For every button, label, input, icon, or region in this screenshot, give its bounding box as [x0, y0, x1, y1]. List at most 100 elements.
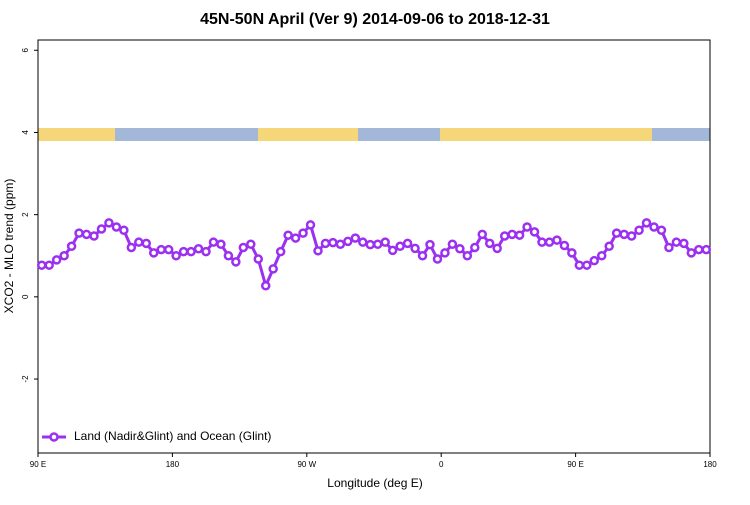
point	[492, 243, 502, 254]
point	[529, 227, 540, 237]
point	[507, 229, 517, 240]
point	[582, 260, 592, 270]
y-tick-label: -2	[21, 375, 30, 383]
ocean	[652, 128, 710, 141]
x-tick-label: 90 W	[297, 460, 316, 469]
map-strip	[38, 128, 710, 141]
point	[380, 237, 390, 247]
point	[141, 238, 152, 249]
point	[410, 243, 420, 254]
point	[604, 241, 614, 252]
chart-title: 45N-50N April (Ver 9) 2014-09-06 to 2018…	[200, 11, 550, 28]
y-tick-label: 6	[21, 48, 30, 53]
point	[335, 239, 346, 249]
point	[350, 233, 361, 243]
point	[619, 229, 629, 240]
point	[201, 246, 211, 257]
point	[268, 264, 278, 274]
point	[119, 225, 129, 236]
point	[365, 239, 376, 250]
x-tick-label: 90 E	[567, 460, 583, 469]
point	[59, 250, 69, 261]
point	[626, 231, 637, 241]
point	[432, 254, 443, 264]
point	[253, 254, 264, 264]
y-tick-label: 0	[21, 294, 30, 299]
point	[470, 242, 480, 253]
point	[574, 260, 585, 270]
point	[596, 250, 607, 261]
legend-marker	[49, 432, 59, 442]
point	[395, 241, 405, 252]
point	[567, 248, 577, 258]
point	[223, 250, 234, 261]
point	[171, 250, 181, 261]
point	[387, 245, 398, 256]
point	[193, 244, 204, 254]
series-line	[41, 221, 707, 291]
point	[178, 246, 189, 257]
x-tick-label: 180	[703, 460, 717, 469]
point	[343, 236, 353, 247]
point	[163, 244, 174, 255]
land	[440, 128, 652, 141]
point	[694, 244, 704, 255]
x-tick-label: 0	[439, 460, 444, 469]
ocean	[115, 128, 258, 141]
land	[38, 128, 115, 141]
point	[679, 238, 689, 249]
point	[246, 239, 256, 249]
point	[641, 218, 652, 228]
point	[462, 250, 473, 261]
point	[216, 239, 226, 249]
point	[514, 230, 525, 240]
point	[186, 246, 196, 257]
point	[634, 225, 644, 236]
point	[126, 242, 137, 253]
point	[522, 222, 532, 232]
point	[701, 244, 712, 255]
point	[66, 241, 77, 252]
point	[559, 240, 570, 251]
point	[36, 260, 47, 270]
point	[104, 218, 114, 228]
point	[275, 246, 286, 257]
x-tick-label: 180	[166, 460, 180, 469]
point	[402, 238, 413, 249]
point	[649, 222, 659, 232]
point	[477, 229, 488, 240]
point	[208, 237, 219, 247]
land	[258, 128, 358, 141]
point	[156, 244, 166, 255]
y-axis-label: XCO2 - MLO trend (ppm)	[2, 179, 16, 314]
point	[417, 250, 428, 261]
point	[611, 228, 622, 238]
point	[544, 237, 555, 247]
y-tick-label: 4	[21, 130, 30, 135]
point	[231, 257, 241, 267]
y-tick-label: 2	[21, 212, 30, 217]
point	[537, 237, 547, 247]
point	[664, 242, 674, 253]
point	[328, 237, 338, 248]
point	[447, 239, 458, 249]
point	[455, 244, 465, 254]
point	[499, 231, 510, 241]
point	[44, 260, 54, 270]
point	[134, 237, 144, 247]
x-tick-label: 90 E	[30, 460, 46, 469]
point	[148, 248, 159, 258]
point	[111, 222, 122, 232]
point	[440, 248, 450, 258]
point	[238, 242, 249, 253]
point	[425, 239, 435, 250]
point	[283, 230, 293, 240]
point	[358, 237, 368, 247]
point	[89, 231, 99, 241]
point	[656, 225, 667, 236]
point	[96, 224, 107, 234]
point	[74, 228, 84, 238]
point	[51, 255, 62, 265]
point	[372, 239, 383, 249]
